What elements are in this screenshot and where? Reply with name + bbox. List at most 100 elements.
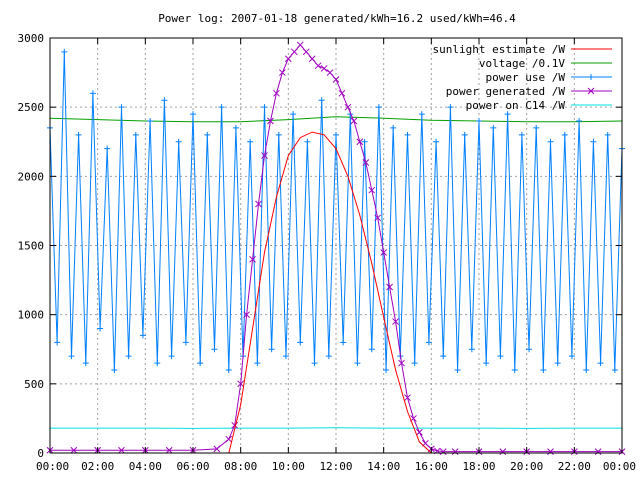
legend-entry: power use /W [486,71,612,84]
data-point [561,131,568,138]
x-tick-label: 16:00 [415,460,448,473]
data-point [404,394,411,402]
data-point [362,159,370,166]
data-point [218,104,225,111]
data-point [243,311,250,319]
data-point [282,353,289,360]
data-point [326,69,334,76]
data-point [398,359,405,367]
x-tick-label: 20:00 [510,460,543,473]
data-point [261,152,268,159]
data-point [386,283,393,291]
data-point [308,55,316,63]
data-point [70,446,78,454]
axes: 0 500 1000 1500 2000 2500 3000 00:00 02:00 04:00 0… [18,32,637,473]
series-sunlight-estimate-w [50,131,622,454]
data-point [237,380,245,388]
legend-label: power on C14 /W [466,99,566,112]
x-tick-label: 06:00 [176,460,209,473]
y-tick-label: 500 [24,378,44,391]
data-point [568,353,575,360]
legend-entry: sunlight estimate /W [433,43,612,56]
data-point [451,448,459,455]
data-point [483,360,490,367]
data-point [590,138,597,145]
data-point [147,118,154,124]
x-tick-label: 18:00 [462,460,495,473]
data-point [255,200,262,208]
data-point [249,255,256,263]
data-point [368,346,375,353]
data-point [583,367,590,373]
data-point [118,446,125,454]
data-point [211,346,218,353]
data-point [118,104,125,111]
data-point [325,353,332,360]
data-point [576,118,583,124]
y-tick-label: 2000 [18,170,45,183]
data-point [97,325,104,332]
data-point [111,367,118,373]
data-point [284,55,292,63]
x-tick-label: 12:00 [319,460,352,473]
data-point [297,339,304,346]
data-point [390,124,397,131]
data-point [333,131,339,138]
data-point [232,124,239,131]
legend-label: voltage /0.1V [479,57,565,70]
data-point [314,62,322,70]
data-point [175,138,182,145]
x-tick-label: 02:00 [81,460,114,473]
series-voltage-0-1v [49,116,623,123]
legend-entry: power generated /W [446,85,612,98]
data-point [82,360,89,367]
data-point [267,117,274,125]
data-point [54,339,61,346]
y-tick-label: 1500 [18,240,45,253]
data-point [225,367,232,373]
data-point [533,124,540,131]
data-point [68,353,75,360]
x-tick-label: 10:00 [272,460,305,473]
x-tick-label: 08:00 [224,460,257,473]
data-point [318,97,325,104]
series-layer [46,41,626,455]
data-point [296,41,304,49]
series-power-generated-w [46,41,626,455]
data-point [61,48,68,55]
y-tick-label: 0 [37,447,44,460]
data-point [611,367,618,373]
data-point [161,97,168,104]
data-point [213,445,221,453]
data-point [154,360,161,367]
data-point [504,111,511,118]
series-line [50,131,622,454]
data-point [356,138,364,146]
data-point [499,448,507,455]
data-point [344,103,352,111]
data-point [290,48,298,56]
data-point [368,186,376,194]
data-point [476,118,482,124]
data-point [383,367,390,373]
data-point [320,65,328,72]
x-tick-label: 00:00 [603,460,636,473]
data-point [361,138,368,145]
data-point [338,89,346,97]
data-point [204,131,211,138]
data-point [439,448,447,455]
data-point [604,131,611,138]
y-tick-label: 3000 [18,32,45,45]
data-point [490,124,497,131]
legend-entry: power on C14 /W [466,99,612,112]
data-point [197,360,204,367]
data-point [225,435,233,443]
data-point [433,138,440,145]
data-point [332,76,340,83]
data-point [354,360,361,367]
data-point [279,69,286,76]
data-point [182,339,189,346]
series-power-use-w [47,48,625,373]
